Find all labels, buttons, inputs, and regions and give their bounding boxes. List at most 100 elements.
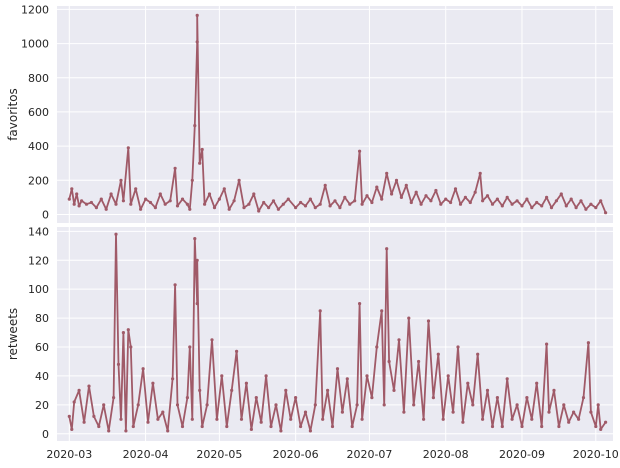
data-point [500,424,504,429]
data-point [407,316,411,320]
y-tick-label: 140 [28,225,49,238]
data-point [203,202,207,206]
data-point [419,202,423,206]
data-point [399,195,403,199]
data-point [417,359,421,364]
data-point [262,200,266,205]
data-point [190,178,194,182]
data-point [323,183,327,187]
data-point [94,206,98,210]
data-point [547,410,551,414]
data-point [168,199,172,203]
data-point [429,199,433,203]
data-point [77,388,81,392]
data-point [104,207,108,211]
data-point [239,417,244,421]
x-tick-label: 2020-06 [273,448,319,461]
data-point [485,194,490,198]
data-point [589,410,593,414]
data-point [434,188,438,193]
data-point [545,342,549,346]
data-point [313,206,317,210]
data-point [466,381,470,385]
data-point [205,403,209,407]
x-tick-label: 2020-08 [423,448,469,461]
data-point [436,352,440,356]
data-point [284,388,288,392]
data-point [220,374,224,378]
data-point [330,424,335,429]
data-point [562,403,566,407]
data-point [574,206,578,210]
data-point [490,202,495,206]
data-point [439,202,443,206]
data-point [390,192,394,196]
data-point [340,410,344,414]
data-point [453,187,458,191]
data-point [195,258,199,262]
data-point [264,374,268,378]
data-point [552,388,556,392]
data-point [77,204,81,208]
y-tick-label: 60 [35,341,49,354]
data-point [572,410,576,414]
data-point [195,302,199,306]
y-tick-label: 40 [35,370,49,383]
data-point [441,417,445,421]
data-point [343,195,347,199]
data-point [360,417,364,421]
data-point [365,194,369,198]
data-point [404,183,408,187]
data-point [515,199,519,203]
data-point [198,161,202,165]
data-point [579,199,583,203]
data-point [446,374,450,378]
data-point [382,403,386,407]
x-tick-label: 2020-04 [123,448,169,461]
data-point [303,204,308,208]
data-point [328,204,332,208]
data-point [80,199,84,203]
data-point [244,381,248,385]
data-point [254,396,258,400]
data-point [195,13,199,17]
y-axis-label: retweets [6,308,20,360]
data-point [604,420,608,424]
data-point [299,424,303,429]
data-point [102,403,106,407]
data-point [476,352,480,356]
data-point [451,410,455,414]
data-point [129,202,133,206]
y-tick-label: 0 [42,428,49,441]
data-point [185,202,189,206]
data-point [481,199,485,203]
y-tick-label: 80 [35,312,49,325]
data-point [171,377,175,381]
data-point [276,207,280,211]
data-point [217,197,221,201]
data-point [333,199,337,203]
data-point [458,202,463,206]
data-point [426,319,431,323]
data-point [163,202,167,206]
data-point [188,345,192,349]
data-point [375,185,379,189]
data-point [414,190,418,194]
data-point [520,424,524,429]
data-point [535,200,539,205]
data-point [358,149,362,153]
data-point [456,345,460,349]
data-point [119,417,123,421]
data-point [72,400,76,404]
data-point [180,424,185,429]
data-point [303,410,308,414]
data-point [525,197,529,201]
data-point [70,187,74,191]
data-point [370,396,374,400]
data-point [387,359,391,364]
data-point [257,209,261,213]
data-point [557,424,561,429]
data-point [173,283,177,287]
